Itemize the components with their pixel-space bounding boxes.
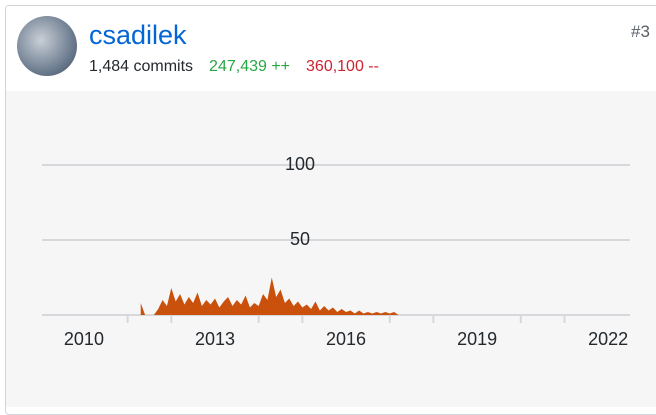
user-name[interactable]: csadilek xyxy=(89,20,187,50)
x-tick-label: 2016 xyxy=(326,329,366,349)
commit-count[interactable]: 1,484 commits xyxy=(89,58,194,75)
chart-background xyxy=(6,91,656,407)
x-tick-label: 2010 xyxy=(64,329,104,349)
x-tick-label: 2022 xyxy=(588,329,628,349)
deletions: 360,100 -- xyxy=(306,58,379,75)
x-tick-label: 2019 xyxy=(457,329,497,349)
x-tick-label: 2013 xyxy=(195,329,235,349)
additions: 247,439 ++ xyxy=(209,58,291,75)
stats: 1,484 commits 247,439 ++ 360,100 -- xyxy=(89,58,379,76)
contributor-card: csadilek 1,484 commits 247,439 ++ 360,100 … xyxy=(5,5,656,415)
area xyxy=(140,277,399,315)
y-tick-label: 100 xyxy=(285,154,315,174)
card-header: csadilek 1,484 commits 247,439 ++ 360,100 … xyxy=(6,6,656,92)
y-tick-label: 50 xyxy=(290,229,310,249)
avatar[interactable] xyxy=(17,16,77,76)
rank: #3 xyxy=(631,22,650,41)
